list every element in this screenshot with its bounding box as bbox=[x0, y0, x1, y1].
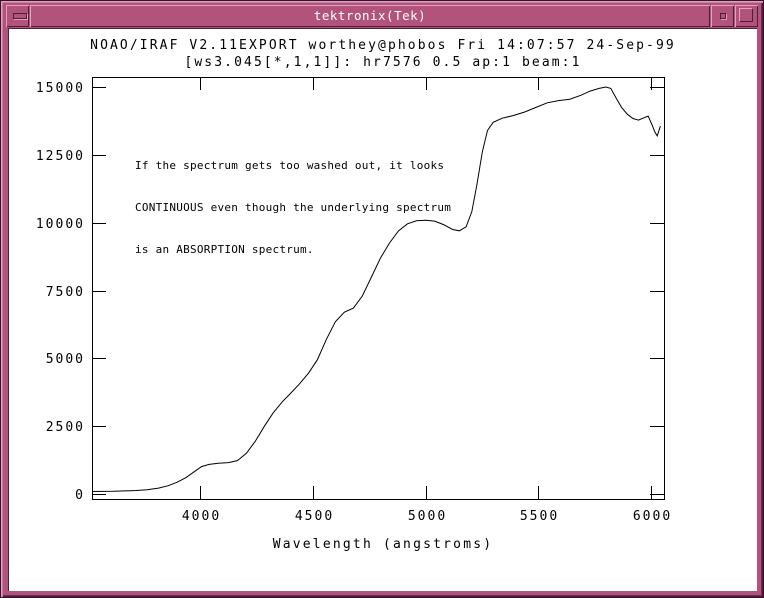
annotation-line: CONTINUOUS even though the underlying sp… bbox=[135, 201, 452, 214]
svg-text:5500: 5500 bbox=[520, 509, 559, 524]
svg-text:4500: 4500 bbox=[295, 509, 334, 524]
x-axis-label: Wavelength (angstroms) bbox=[272, 537, 494, 552]
svg-text:4000: 4000 bbox=[182, 509, 221, 524]
window-menu-button[interactable] bbox=[6, 5, 29, 27]
svg-text:5000: 5000 bbox=[46, 352, 85, 367]
svg-text:7500: 7500 bbox=[46, 285, 85, 300]
maximize-icon bbox=[739, 8, 753, 22]
plot-header-line1: NOAO/IRAF V2.11EXPORT worthey@phobos Fri… bbox=[90, 38, 676, 53]
window-menu-icon bbox=[13, 13, 27, 19]
svg-text:0: 0 bbox=[75, 488, 85, 503]
svg-text:10000: 10000 bbox=[36, 217, 85, 232]
titlebar[interactable]: tektronix(Tek) bbox=[6, 5, 758, 27]
svg-text:15000: 15000 bbox=[36, 81, 85, 96]
plot-header-line2: [ws3.045[*,1,1]]: hr7576 0.5 ap:1 beam:1 bbox=[184, 55, 582, 70]
spectrum-plot: 4000 4500 5000 5500 6000 0 2500 5000 7500 10000 12… bbox=[36, 77, 672, 524]
svg-text:6000: 6000 bbox=[633, 509, 672, 524]
plot-annotation: If the spectrum gets too washed out, it … bbox=[135, 131, 451, 285]
window-title: tektronix(Tek) bbox=[30, 5, 710, 27]
annotation-line: If the spectrum gets too washed out, it … bbox=[135, 159, 445, 172]
annotation-line: is an ABSORPTION spectrum. bbox=[135, 243, 314, 256]
svg-text:2500: 2500 bbox=[46, 420, 85, 435]
svg-text:5000: 5000 bbox=[408, 509, 447, 524]
minimize-button[interactable] bbox=[711, 5, 734, 27]
maximize-button[interactable] bbox=[735, 5, 758, 27]
svg-text:12500: 12500 bbox=[36, 149, 85, 164]
minimize-icon bbox=[720, 13, 726, 19]
plot-canvas: NOAO/IRAF V2.11EXPORT worthey@phobos Fri… bbox=[8, 28, 757, 591]
